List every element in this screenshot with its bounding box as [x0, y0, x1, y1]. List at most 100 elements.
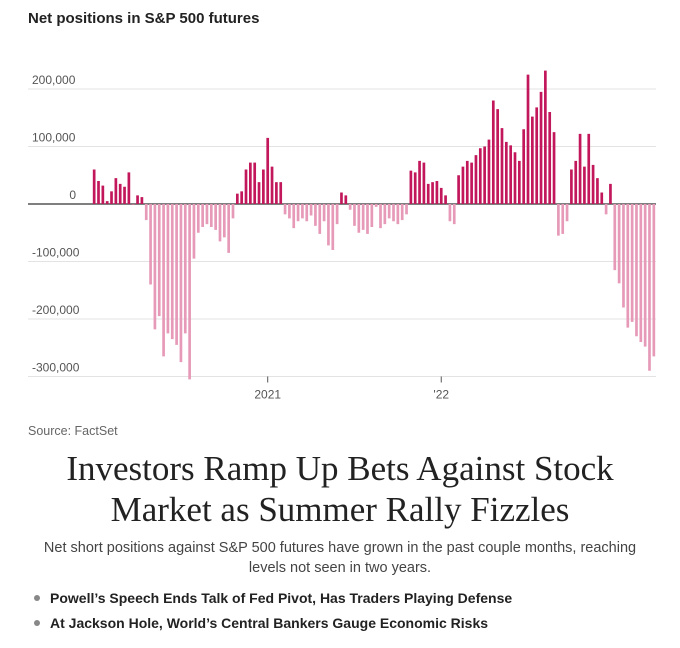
bar	[535, 107, 539, 204]
bar	[604, 204, 608, 215]
bar	[340, 192, 343, 204]
bar	[196, 204, 200, 233]
bar	[643, 204, 647, 347]
bar	[370, 204, 374, 227]
bar	[422, 162, 426, 204]
bar	[396, 204, 400, 225]
bar	[652, 204, 656, 357]
bar	[561, 204, 565, 234]
bar	[244, 169, 248, 204]
source-note: Source: FactSet	[28, 424, 118, 438]
bar	[522, 129, 526, 204]
bar	[309, 204, 313, 216]
bar	[296, 204, 300, 222]
bar	[622, 204, 625, 308]
bar	[149, 204, 152, 285]
bar	[114, 178, 118, 205]
bar	[331, 204, 335, 250]
bar	[283, 204, 287, 215]
bar	[205, 204, 209, 225]
bar	[136, 195, 139, 205]
bar	[92, 169, 96, 204]
bar	[157, 204, 161, 317]
y-tick-label: -100,000	[32, 246, 80, 260]
bar	[344, 195, 348, 205]
bar	[305, 204, 309, 222]
bar	[153, 204, 157, 330]
bar	[426, 183, 430, 205]
bar	[387, 204, 391, 219]
article-headline[interactable]: Investors Ramp Up Bets Against Stock Mar…	[66, 449, 614, 529]
bar	[366, 204, 369, 234]
y-tick-label: 100,000	[32, 131, 76, 145]
bar	[470, 162, 473, 204]
bar	[400, 204, 404, 221]
bar	[392, 204, 395, 222]
bar	[123, 186, 126, 204]
bar	[617, 204, 621, 284]
bar	[353, 204, 356, 226]
bar	[335, 204, 339, 225]
bar	[227, 204, 231, 253]
bar	[591, 164, 595, 204]
bar	[487, 139, 491, 204]
bar	[557, 204, 560, 236]
bar	[457, 175, 460, 204]
bar	[214, 204, 217, 230]
x-tick-label: '22	[433, 388, 449, 402]
bar	[517, 160, 521, 205]
bar	[301, 204, 304, 219]
related-link[interactable]: Powell’s Speech Ends Talk of Fed Pivot, …	[34, 588, 512, 613]
bar	[478, 148, 482, 204]
bar	[379, 204, 382, 229]
bar	[179, 204, 183, 363]
bar	[318, 204, 322, 234]
bar	[500, 128, 504, 204]
bar	[105, 201, 109, 205]
bar	[262, 169, 265, 204]
bar	[266, 137, 270, 205]
bar	[552, 132, 556, 205]
bar	[600, 192, 604, 204]
bar	[483, 146, 486, 204]
related-link[interactable]: At Jackson Hole, World’s Central Bankers…	[34, 613, 512, 638]
bar	[639, 204, 643, 342]
bar	[465, 160, 469, 205]
bar	[279, 182, 283, 204]
bar	[630, 204, 634, 322]
bar	[235, 193, 239, 204]
related-link-text[interactable]: At Jackson Hole, World’s Central Bankers…	[50, 615, 489, 631]
bar	[474, 155, 478, 205]
net-positions-bar-chart: 200,000100,0000-100,000-200,000-300,000 …	[28, 70, 656, 402]
related-link-text[interactable]: Powell’s Speech Ends Talk of Fed Pivot, …	[50, 590, 513, 606]
bar	[222, 204, 226, 238]
bar	[140, 197, 144, 204]
bar	[288, 204, 291, 219]
bar	[270, 166, 274, 205]
bar	[166, 204, 170, 334]
bar	[374, 204, 378, 207]
bar	[257, 182, 261, 204]
bar	[548, 112, 552, 204]
x-tick-label: 2021	[254, 388, 281, 402]
bar	[504, 141, 508, 204]
bar	[435, 181, 439, 204]
y-tick-label: 0	[69, 188, 76, 202]
bar	[292, 204, 296, 229]
article-dek: Net short positions against S&P 500 futu…	[43, 540, 637, 576]
bar	[452, 204, 456, 225]
bar	[118, 183, 122, 205]
bullet-dot-icon	[34, 620, 40, 626]
bar	[431, 182, 434, 204]
bar	[240, 191, 244, 204]
bar	[201, 204, 204, 227]
bar	[509, 145, 513, 204]
bar	[609, 183, 612, 205]
bar	[249, 162, 252, 204]
bar	[175, 204, 178, 345]
bar	[461, 166, 465, 205]
bar	[513, 152, 517, 204]
bar	[587, 133, 591, 204]
bar	[526, 74, 530, 205]
bar	[327, 204, 330, 246]
